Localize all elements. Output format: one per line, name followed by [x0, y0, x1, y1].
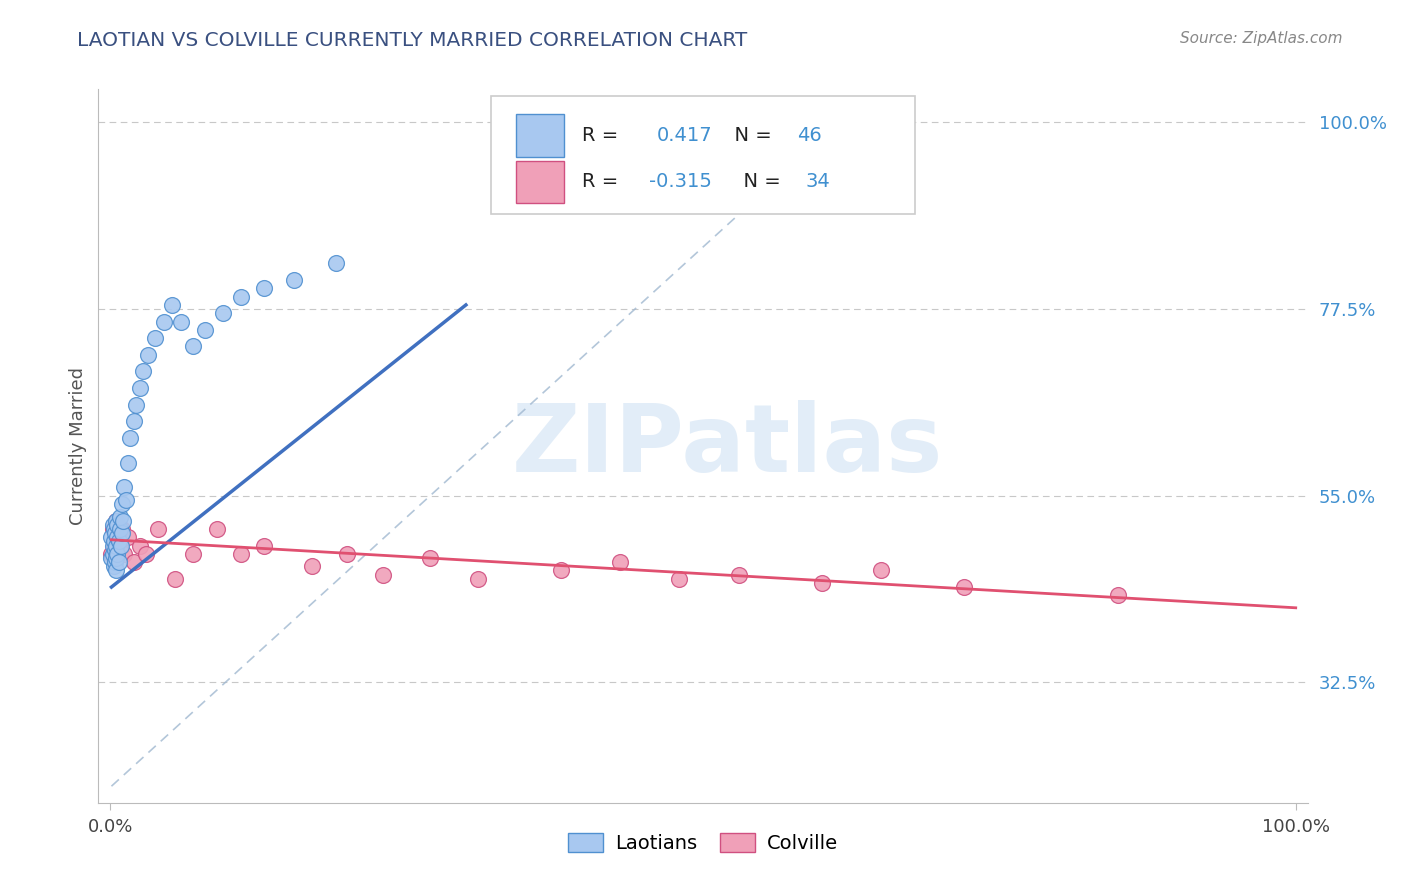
Text: Source: ZipAtlas.com: Source: ZipAtlas.com [1180, 31, 1343, 46]
Point [105, 530, 128, 544]
Point [120, 431, 142, 445]
Point [105, 564, 128, 578]
Point [810, 575, 832, 590]
Point [125, 397, 148, 411]
Point [103, 559, 125, 574]
Point [101, 517, 124, 532]
Point [143, 331, 166, 345]
Point [869, 564, 891, 578]
Y-axis label: Currently Married: Currently Married [69, 367, 87, 525]
Point [229, 290, 252, 304]
Point [105, 530, 128, 544]
Point [952, 580, 974, 594]
Point [108, 539, 131, 553]
Point [1107, 588, 1129, 602]
Point [283, 273, 305, 287]
Point [101, 522, 124, 536]
Point [301, 559, 323, 574]
Point [181, 547, 204, 561]
Point [117, 530, 139, 544]
Point [103, 539, 125, 553]
Point [107, 526, 129, 541]
Point [170, 314, 193, 328]
Text: ZIPatlas: ZIPatlas [512, 400, 943, 492]
Point [165, 572, 187, 586]
Point [114, 492, 136, 507]
Point [550, 564, 572, 578]
Point [111, 526, 134, 541]
Point [136, 348, 159, 362]
Text: 46: 46 [797, 126, 823, 145]
Point [129, 539, 152, 553]
Point [419, 551, 441, 566]
Text: R =: R = [582, 126, 631, 145]
Point [668, 572, 690, 586]
Point [105, 547, 128, 561]
Point [336, 547, 359, 561]
Text: N =: N = [731, 172, 787, 192]
Point [108, 509, 131, 524]
Point [727, 567, 749, 582]
Point [212, 306, 235, 320]
Point [135, 547, 157, 561]
Point [181, 339, 204, 353]
Point [101, 547, 124, 561]
Point [105, 517, 128, 532]
Point [112, 514, 135, 528]
Text: -0.315: -0.315 [648, 172, 711, 192]
Text: LAOTIAN VS COLVILLE CURRENTLY MARRIED CORRELATION CHART: LAOTIAN VS COLVILLE CURRENTLY MARRIED CO… [77, 31, 748, 50]
Point [105, 539, 128, 553]
Point [129, 381, 152, 395]
Point [114, 547, 136, 561]
Point [325, 256, 347, 270]
Point [609, 555, 631, 569]
Point [205, 522, 228, 536]
Point [104, 542, 127, 557]
Text: 0.417: 0.417 [657, 126, 713, 145]
Point [103, 522, 125, 536]
Point [101, 539, 124, 553]
Point [122, 414, 145, 428]
Point [152, 314, 174, 328]
Point [100, 551, 122, 566]
Point [105, 551, 128, 566]
Point [105, 514, 128, 528]
Point [253, 539, 276, 553]
Point [104, 551, 127, 566]
Point [100, 547, 122, 561]
Point [100, 530, 122, 544]
Point [160, 298, 183, 312]
Point [146, 522, 169, 536]
Point [122, 555, 145, 569]
FancyBboxPatch shape [516, 161, 564, 203]
Legend: Laotians, Colville: Laotians, Colville [560, 825, 846, 861]
Point [108, 522, 131, 536]
Text: R =: R = [582, 172, 624, 192]
Text: N =: N = [723, 126, 779, 145]
FancyBboxPatch shape [516, 114, 564, 157]
Point [229, 547, 252, 561]
Point [104, 555, 127, 569]
Point [111, 497, 134, 511]
Point [110, 539, 132, 553]
Point [253, 281, 276, 295]
Point [371, 567, 394, 582]
Point [105, 514, 128, 528]
Point [111, 522, 134, 536]
Point [107, 555, 129, 569]
Point [194, 323, 217, 337]
Point [103, 534, 125, 549]
FancyBboxPatch shape [492, 96, 915, 214]
Point [467, 572, 489, 586]
Point [132, 364, 155, 378]
Point [105, 542, 128, 557]
Point [107, 534, 129, 549]
Text: 34: 34 [806, 172, 831, 192]
Point [117, 456, 139, 470]
Point [114, 481, 136, 495]
Point [104, 526, 127, 541]
